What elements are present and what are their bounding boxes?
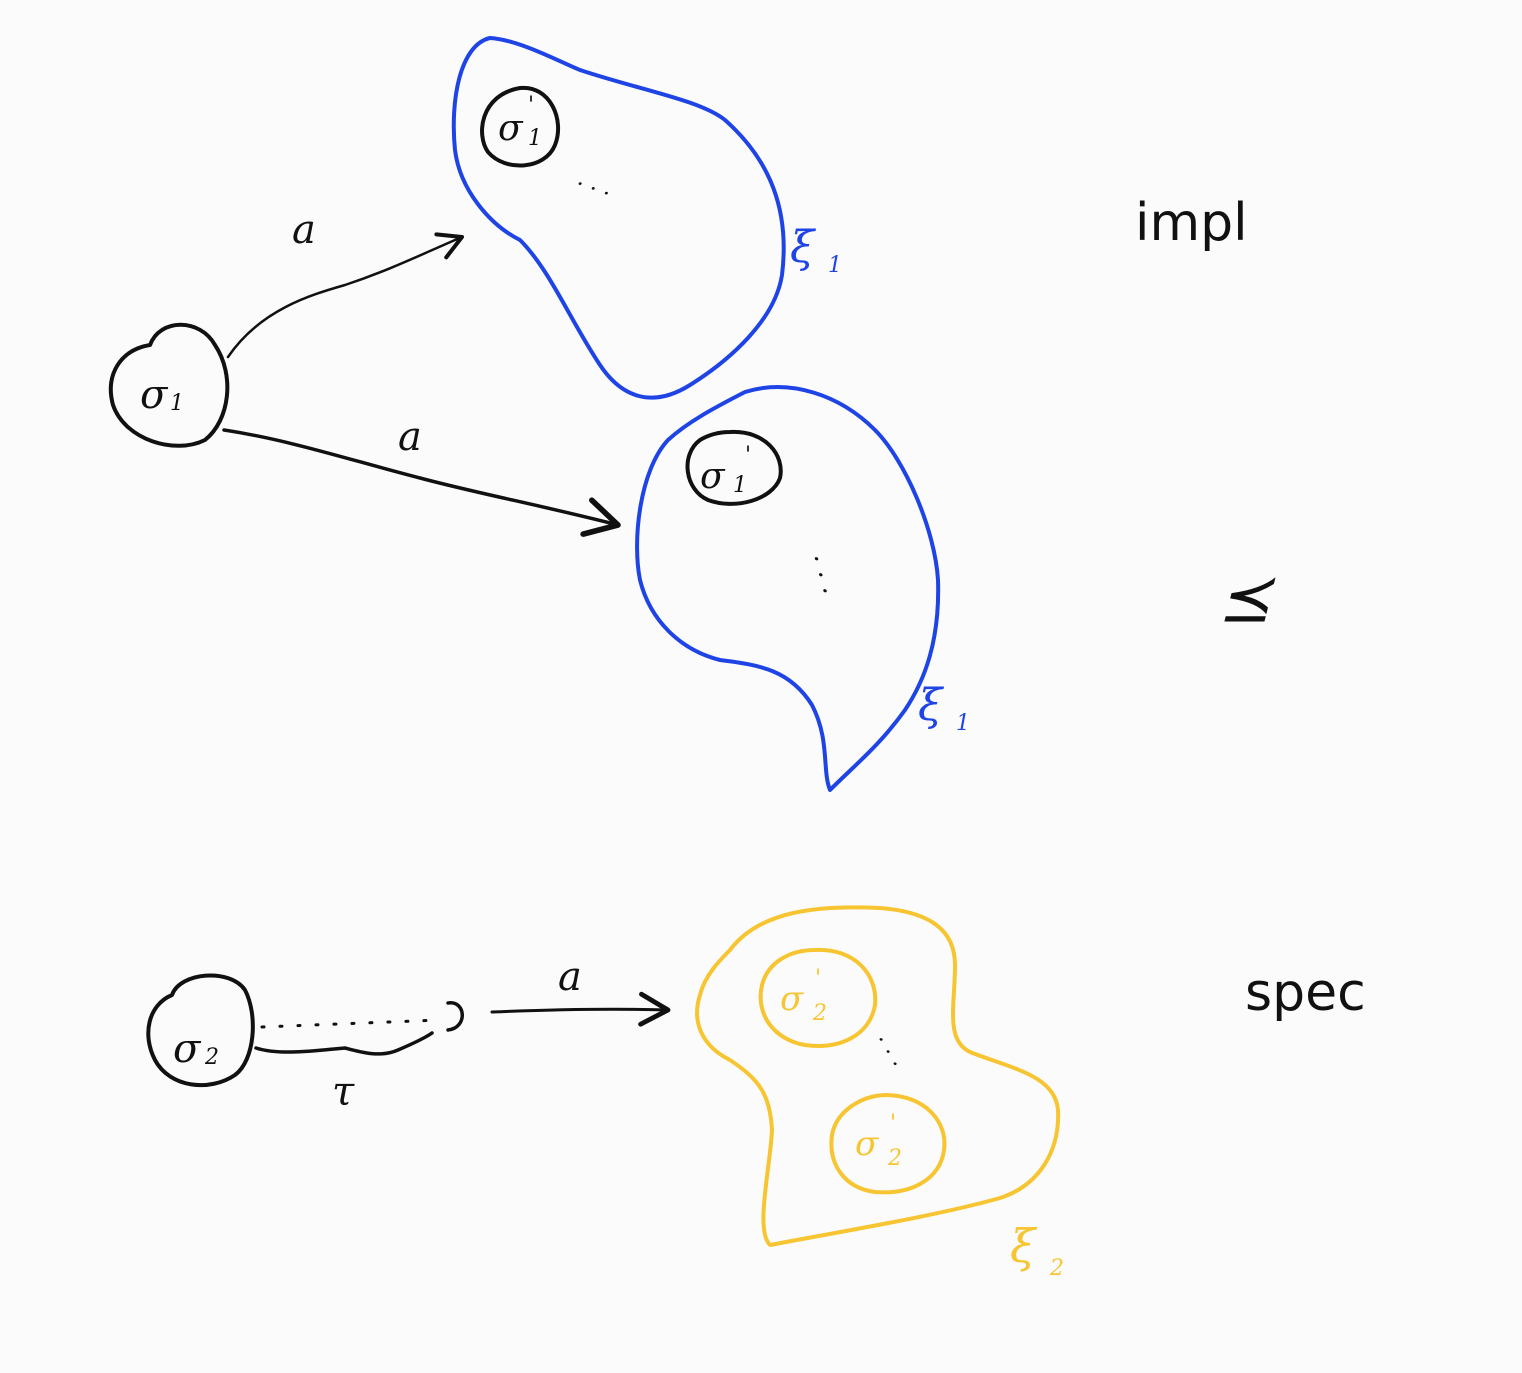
- impl-source-state-label: σ: [140, 372, 169, 418]
- spec-tau-hook: [446, 1001, 464, 1032]
- spec-xi-sub: 2: [1049, 1256, 1064, 1281]
- impl-top-state-sub: 1: [528, 126, 542, 151]
- impl-source-state-subscript: 1: [170, 391, 184, 416]
- impl-bottom-region: σ ' 1 · · · ξ 1: [635, 385, 970, 792]
- spec-state-a-label: σ: [780, 979, 804, 1019]
- impl-arrow-bottom: [222, 428, 621, 537]
- relation-symbol: ⪯: [1218, 562, 1276, 636]
- impl-top-state-sup: ': [528, 93, 534, 118]
- spec-tau-dotted-path: [260, 1018, 442, 1029]
- spec-state-a-sup: ': [815, 966, 821, 991]
- impl-top-xi-sub: 1: [828, 253, 842, 278]
- spec-ellipsis: · · ·: [868, 1031, 907, 1074]
- spec-source-state-subscript: 2: [204, 1045, 219, 1070]
- impl-arrow-top: [226, 232, 464, 359]
- impl-top-region: σ ' 1 · · · ξ 1: [451, 36, 842, 400]
- impl-top-state-label: σ: [498, 108, 524, 149]
- spec-source-state: σ 2: [146, 973, 255, 1088]
- spec-side-label: spec: [1245, 963, 1366, 1023]
- spec-state-a-sub: 2: [812, 1001, 827, 1026]
- spec-tau-label: τ: [332, 1069, 355, 1115]
- impl-bottom-xi-sub: 1: [956, 711, 970, 736]
- impl-top-ellipsis: · · ·: [572, 172, 613, 207]
- spec-source-state-label: σ: [173, 1026, 202, 1072]
- spec-arrow: [490, 991, 671, 1027]
- spec-state-b-sub: 2: [887, 1146, 902, 1171]
- impl-bottom-ellipsis: · · ·: [800, 551, 840, 599]
- spec-state-b-label: σ: [855, 1124, 879, 1164]
- spec-xi-label: ξ: [1010, 1219, 1038, 1273]
- impl-bottom-xi-label: ξ: [918, 680, 945, 731]
- impl-bottom-state-sub: 1: [733, 473, 747, 498]
- spec-region: σ ' 2 · · · σ ' 2 ξ 2: [695, 905, 1064, 1281]
- impl-arrow-top-label: a: [292, 207, 316, 253]
- impl-bottom-state-sup: ': [745, 443, 751, 468]
- impl-source-state: σ 1: [108, 322, 230, 448]
- spec-arrow-label: a: [558, 954, 582, 1000]
- spec-state-b-sup: ': [890, 1111, 896, 1136]
- impl-top-xi-label: ξ: [790, 222, 817, 273]
- spec-tau-brace: [254, 1031, 434, 1056]
- impl-arrow-bottom-label: a: [398, 414, 422, 460]
- impl-bottom-state-label: σ: [700, 456, 726, 497]
- impl-side-label: impl: [1135, 193, 1248, 253]
